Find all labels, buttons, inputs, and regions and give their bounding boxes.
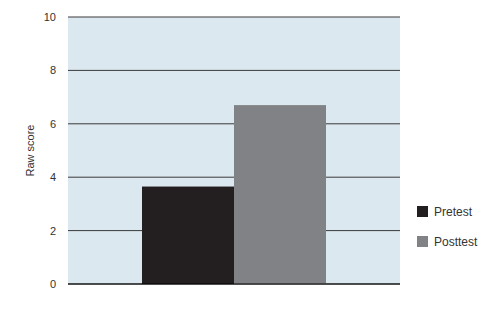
y-tick-label: 2: [50, 225, 56, 237]
plot-background: [68, 17, 400, 284]
legend-swatch: [417, 206, 428, 217]
bars: [142, 105, 326, 284]
chart-container: 0 2 4 6 8 10 Raw score Pretest Posttest: [0, 0, 500, 316]
bar: [234, 105, 326, 284]
legend-label: Posttest: [434, 235, 478, 249]
bar: [142, 187, 234, 284]
chart-svg: 0 2 4 6 8 10 Raw score Pretest Posttest: [0, 0, 500, 316]
grid-line: [68, 17, 400, 18]
y-axis-label: Raw score: [24, 125, 36, 177]
y-tick-label: 10: [44, 11, 56, 23]
grid-line: [68, 70, 400, 71]
y-tick-label: 8: [50, 64, 56, 76]
legend-swatch: [417, 236, 428, 247]
y-tick-label: 6: [50, 118, 56, 130]
y-tick-label: 4: [50, 171, 56, 183]
grid-line: [68, 284, 400, 285]
y-tick-label: 0: [50, 278, 56, 290]
legend-label: Pretest: [434, 205, 473, 219]
x-axis-line: [68, 283, 400, 284]
